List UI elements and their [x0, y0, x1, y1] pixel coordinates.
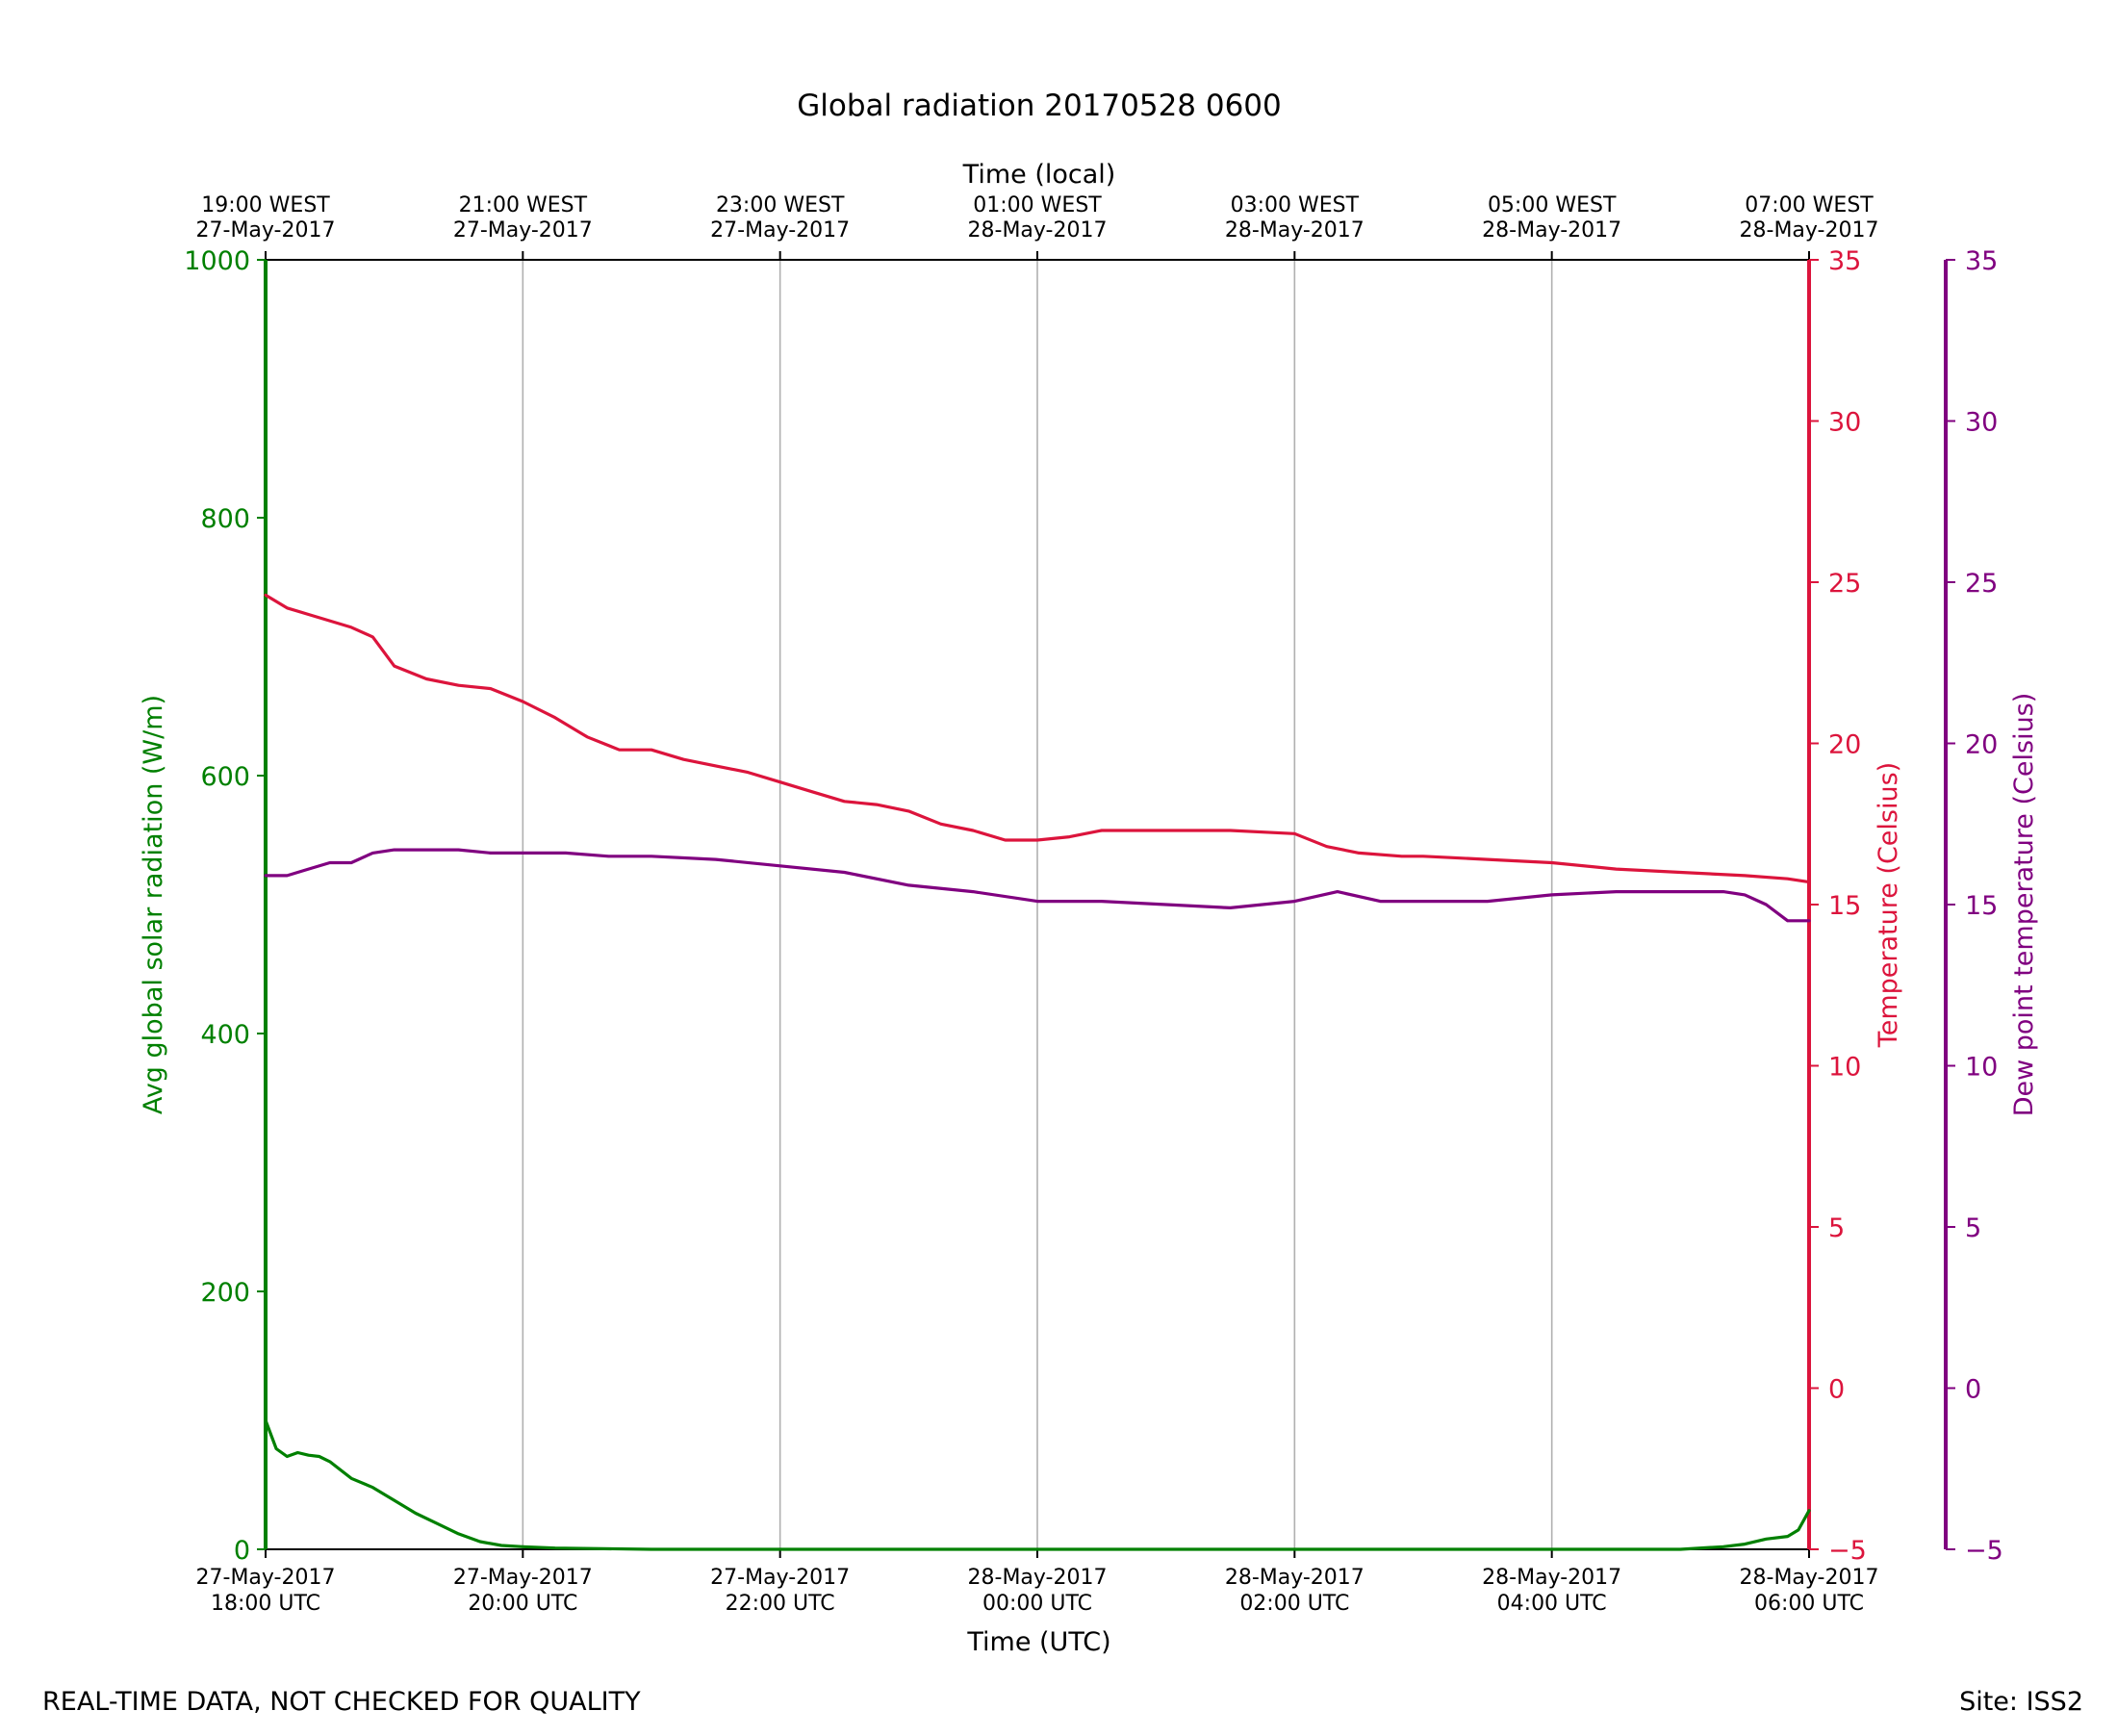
x2-tick-time-3: 01:00 WEST	[973, 193, 1102, 217]
x-tick-date-2: 27-May-2017	[710, 1566, 850, 1590]
y-tick-label-1: 200	[200, 1278, 250, 1308]
x-tick-date-6: 28-May-2017	[1740, 1566, 1879, 1590]
x2-tick-time-5: 05:00 WEST	[1488, 193, 1617, 217]
y2-tick-label-8: 35	[1828, 246, 1861, 276]
x2-tick-date-4: 28-May-2017	[1225, 218, 1365, 243]
x2-tick-date-5: 28-May-2017	[1482, 218, 1621, 243]
series-line-radiation	[264, 1418, 1811, 1551]
y2-tick-label-1: 0	[1828, 1375, 1845, 1405]
y-tick-label-5: 1000	[184, 246, 250, 276]
y-axis-label: Avg global solar radiation (W/m)	[139, 695, 168, 1114]
x-tick-time-0: 18:00 UTC	[211, 1592, 320, 1616]
y-tick-label-4: 800	[200, 504, 250, 534]
x-tick-time-6: 06:00 UTC	[1754, 1592, 1864, 1616]
x2-tick-time-6: 07:00 WEST	[1745, 193, 1874, 217]
x2-axis-label: Time (local)	[962, 160, 1116, 190]
y3-tick-label-0: −5	[1965, 1536, 2003, 1566]
y3-tick-label-5: 20	[1965, 730, 1998, 760]
x2-tick-time-4: 03:00 WEST	[1231, 193, 1360, 217]
x2-tick-date-6: 28-May-2017	[1740, 218, 1879, 243]
y3-tick-label-7: 30	[1965, 408, 1998, 438]
x-tick-time-3: 00:00 UTC	[982, 1592, 1092, 1616]
x-tick-time-2: 22:00 UTC	[726, 1592, 835, 1616]
y2-tick-label-3: 10	[1828, 1053, 1861, 1083]
x2-tick-time-1: 21:00 WEST	[459, 193, 588, 217]
x-tick-time-4: 02:00 UTC	[1239, 1592, 1349, 1616]
y3-tick-label-1: 0	[1965, 1375, 1981, 1405]
y-tick-label-2: 400	[200, 1020, 250, 1050]
x2-tick-date-3: 28-May-2017	[968, 218, 1108, 243]
y3-tick-label-8: 35	[1965, 246, 1998, 276]
x2-tick-date-0: 27-May-2017	[196, 218, 336, 243]
y3-tick-label-2: 5	[1965, 1213, 1981, 1243]
y2-tick-label-6: 25	[1828, 569, 1861, 599]
y3-tick-label-4: 15	[1965, 891, 1998, 921]
y2-tick-label-7: 30	[1828, 408, 1861, 438]
y3-axis-label: Dew point temperature (Celsius)	[2009, 693, 2039, 1117]
y2-tick-label-2: 5	[1828, 1213, 1845, 1243]
y-tick-label-0: 0	[234, 1536, 250, 1566]
series-line-dewpoint	[264, 848, 1811, 923]
x-tick-date-5: 28-May-2017	[1482, 1566, 1621, 1590]
x-tick-date-0: 27-May-2017	[196, 1566, 336, 1590]
x-tick-date-1: 27-May-2017	[453, 1566, 593, 1590]
series-line-temperature	[264, 593, 1811, 884]
x-tick-time-5: 04:00 UTC	[1497, 1592, 1607, 1616]
x-axis-label: Time (UTC)	[966, 1627, 1110, 1657]
y-tick-label-3: 600	[200, 762, 250, 792]
y2-tick-label-5: 20	[1828, 730, 1861, 760]
x2-tick-date-1: 27-May-2017	[453, 218, 593, 243]
x2-tick-time-2: 23:00 WEST	[716, 193, 845, 217]
x-tick-date-4: 28-May-2017	[1225, 1566, 1365, 1590]
y3-tick-label-6: 25	[1965, 569, 1998, 599]
chart-title: Global radiation 20170528 0600	[797, 89, 1282, 123]
y2-tick-label-0: −5	[1828, 1536, 1867, 1566]
x-tick-time-1: 20:00 UTC	[468, 1592, 577, 1616]
y2-axis-label: Temperature (Celsius)	[1874, 762, 1903, 1048]
x2-tick-date-2: 27-May-2017	[710, 218, 850, 243]
y2-tick-label-4: 15	[1828, 891, 1861, 921]
y3-tick-label-3: 10	[1965, 1053, 1998, 1083]
site-label: Site: ISS2	[1959, 1687, 2083, 1717]
quality-note: REAL-TIME DATA, NOT CHECKED FOR QUALITY	[42, 1687, 641, 1717]
x-tick-date-3: 28-May-2017	[968, 1566, 1108, 1590]
x2-tick-time-0: 19:00 WEST	[201, 193, 330, 217]
